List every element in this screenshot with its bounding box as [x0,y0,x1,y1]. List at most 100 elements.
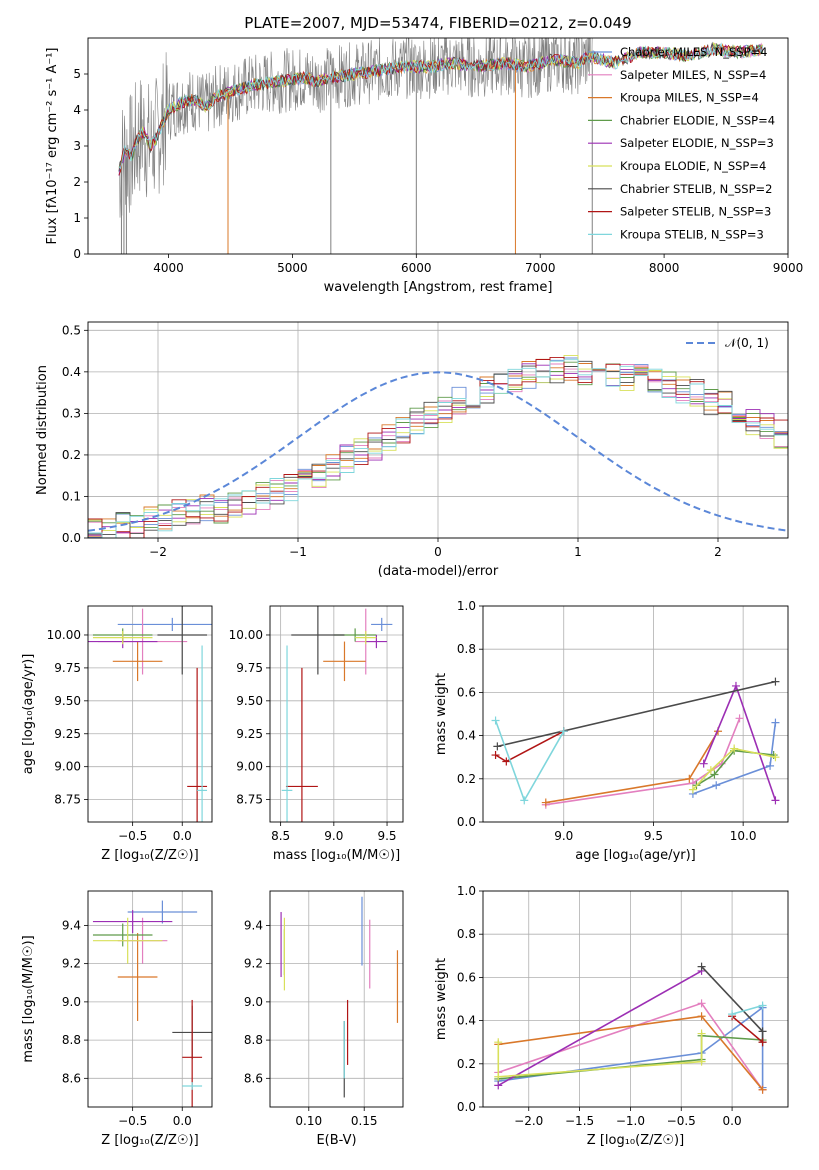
series-marker-salp_elodie [494,1081,503,1090]
y-tick-label: 0.8 [457,927,476,941]
series-marker-krou_stelib [728,1010,737,1019]
x-tick-label: 8000 [649,261,680,275]
x-tick-label: −1.5 [565,1114,594,1128]
series-marker-chab_stelib [771,677,780,686]
y-tick-label: 9.25 [54,727,81,741]
series-marker-krou_stelib [559,727,568,736]
y-tick-label: 9.2 [62,957,81,971]
series-marker-krou_elodie [494,1072,503,1081]
series-marker-krou_elodie [706,766,715,775]
x-axis-label: mass [log₁₀(M/M☉)] [273,848,400,863]
plot-area [92,900,212,1107]
x-tick-label: 9.5 [377,829,396,843]
x-tick-label: −0.5 [118,1114,147,1128]
axes-frame [482,605,789,823]
x-axis-label: (data-model)/error [378,564,499,579]
x-tick-label: −0.5 [667,1114,696,1128]
y-axis-label: Flux [fλ10⁻¹⁷ erg cm⁻² s⁻¹ A⁻¹] [45,48,60,245]
chart-7: −2.0 −1.5 −1.0 −0.5 0.0 0.0 0.2 0.4 0.6 0.8 1.0 Z [… [434,884,789,1148]
legend-label: Kroupa ELODIE, N_SSP=4 [620,159,766,173]
chart-6: 0.10 0.15 8.6 8.8 9.0 9.2 9.4 E(B-V) [244,890,404,1148]
series-marker-krou_miles [697,1012,706,1021]
legend-label: Kroupa STELIB, N_SSP=3 [620,227,764,241]
series-marker-salp_stelib [758,1038,767,1047]
y-tick-label: 0.0 [457,1100,476,1114]
x-tick-label: −2 [149,545,167,559]
y-tick-label: 9.2 [244,957,263,971]
series-line-salp_stelib [731,1015,764,1043]
x-tick-label: 9.0 [554,829,573,843]
y-tick-label: 1.0 [457,884,476,898]
series-marker-krou_stelib [758,1001,767,1010]
legend-label: Salpeter ELODIE, N_SSP=3 [620,136,774,150]
legend-label: Kroupa MILES, N_SSP=4 [620,91,759,105]
x-tick-label: 0.0 [173,829,192,843]
y-tick-label: 9.4 [244,918,263,932]
y-tick-label: 0.2 [457,1057,476,1071]
axes-frame [482,890,789,1108]
series-marker-salp_stelib [491,751,500,760]
y-tick-label: 9.50 [54,694,81,708]
plot-area [88,354,788,538]
y-tick-label: 8.75 [54,793,81,807]
y-tick-label: 0.6 [457,685,476,699]
series-marker-krou_elodie [730,744,739,753]
series-marker-chab_miles [771,718,780,727]
x-axis-label: Z [log₁₀(Z/Z☉)] [587,1133,684,1148]
series-marker-chab_stelib [493,742,502,751]
series-marker-krou_miles [758,1085,767,1094]
y-tick-label: 0 [73,247,81,261]
y-tick-label: 9.50 [236,694,263,708]
y-tick-label: 8.6 [244,1071,263,1085]
series-marker-chab_stelib [758,1027,767,1036]
y-tick-label: 9.0 [62,995,81,1009]
series-marker-chab_stelib [697,962,706,971]
y-tick-label: 9.75 [54,661,81,675]
y-axis-label: mass weight [434,958,449,1040]
x-tick-label: 9.5 [644,829,663,843]
x-tick-label: 1 [574,545,582,559]
y-tick-label: 0.3 [62,406,81,420]
series-line-krou_elodie [692,747,776,791]
y-tick-label: 0.4 [62,365,81,379]
y-tick-label: 9.00 [54,760,81,774]
legend-label: 𝒩(0, 1) [725,336,769,350]
x-tick-label: 0.0 [173,1114,192,1128]
series-line-salp_elodie [702,683,777,801]
legend-label: Salpeter STELIB, N_SSP=3 [620,205,771,219]
series-marker-salp_miles [735,714,744,723]
axes-frame [87,321,789,539]
y-tick-label: 0.6 [457,970,476,984]
chart-4: 9.0 9.5 10.0 0.0 0.2 0.4 0.6 0.8 1.0 age [log₁₀(a… [434,599,789,863]
x-tick-label: 9000 [773,261,804,275]
x-tick-label: 5000 [277,261,308,275]
axes-frame [87,37,789,255]
series-line-krou_elodie [497,1033,703,1078]
y-tick-label: 2 [73,175,81,189]
x-axis-label: Z [log₁₀(Z/Z☉)] [101,1133,198,1148]
legend: Chabrier MILES, N_SSP=4 Salpeter MILES, N… [588,45,775,241]
plot-area [280,896,399,1098]
legend-label: Salpeter MILES, N_SSP=4 [620,68,766,82]
axes-frame [87,890,213,1108]
chart-3: 8.5 9.0 9.5 8.75 9.00 9.25 9.50 9.75 10.00 mass [… [229,605,404,863]
series-line-chab_stelib [497,680,776,748]
legend-label: Chabrier ELODIE, N_SSP=4 [620,113,775,127]
axes-frame [269,605,404,823]
x-tick-label: 8.5 [271,829,290,843]
series-marker-salp_elodie [699,759,708,768]
series-marker-krou_miles [685,774,694,783]
legend-label: Chabrier STELIB, N_SSP=2 [620,182,772,196]
y-tick-label: 4 [73,103,81,117]
series-marker-chab_miles [712,781,721,790]
x-tick-label: 0.10 [295,1114,322,1128]
x-tick-label: 4000 [153,261,184,275]
series-marker-salp_elodie [731,681,740,690]
x-axis-label: E(B-V) [316,1133,356,1148]
axes-frame [269,890,404,1108]
y-tick-label: 8.8 [62,1033,81,1047]
chart-0: 4000 5000 6000 7000 8000 9000 0 1 2 3 4 5 wavelength… [45,37,804,295]
y-tick-label: 0.5 [62,323,81,337]
y-axis-label: mass [log₁₀(M/M☉)] [21,935,36,1062]
